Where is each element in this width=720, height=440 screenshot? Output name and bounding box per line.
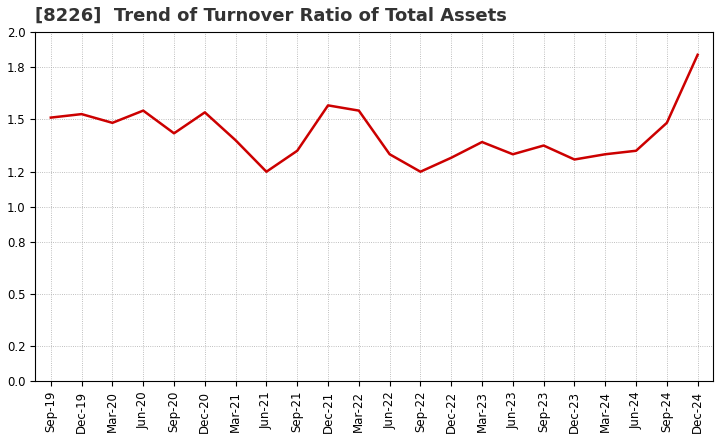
Text: [8226]  Trend of Turnover Ratio of Total Assets: [8226] Trend of Turnover Ratio of Total … — [35, 7, 508, 25]
